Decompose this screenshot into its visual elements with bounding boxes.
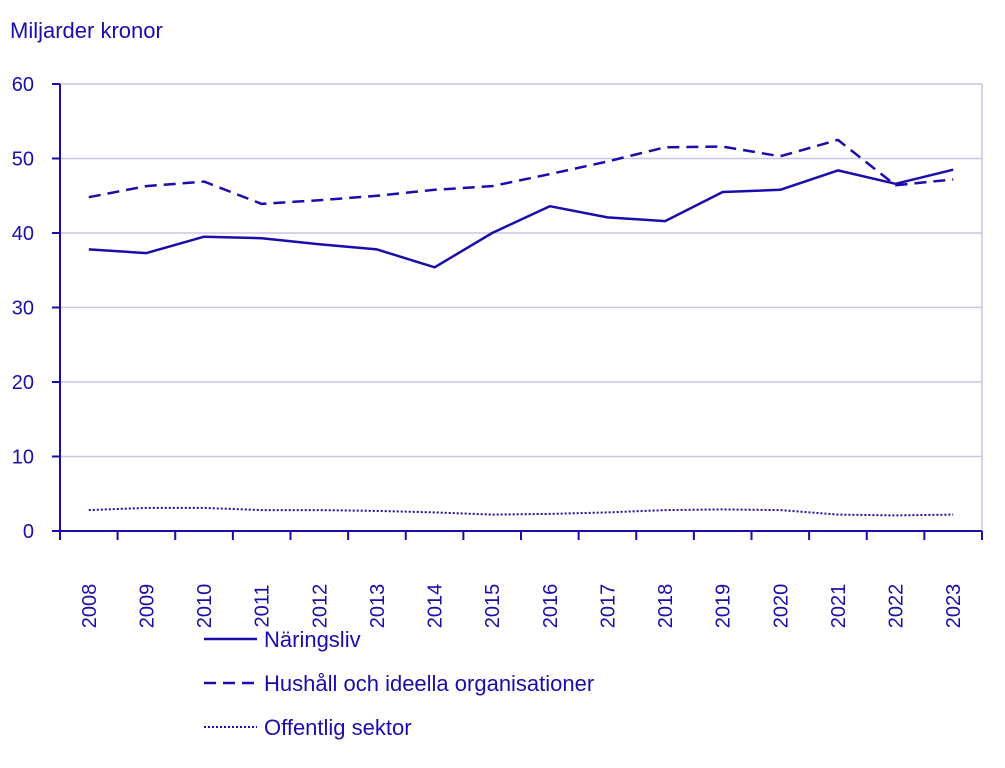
legend-label: Offentlig sektor bbox=[264, 715, 412, 740]
x-tick-label: 2017 bbox=[597, 584, 619, 629]
x-tick-label: 2016 bbox=[540, 584, 562, 629]
x-tick-label: 2008 bbox=[79, 584, 101, 629]
series-line bbox=[88, 506, 954, 517]
y-tick-label: 50 bbox=[12, 149, 34, 171]
x-tick-label: 2011 bbox=[252, 584, 274, 627]
x-tick-label: 2018 bbox=[655, 584, 677, 629]
series-line bbox=[88, 168, 954, 269]
y-axis-ticks: 0 10 20 30 40 50 60 bbox=[12, 74, 34, 543]
x-tick-label: 2015 bbox=[482, 584, 504, 629]
y-axis-label: Miljarder kronor bbox=[10, 18, 163, 43]
legend: Näringsliv Hushåll och ideella organisati… bbox=[204, 627, 594, 740]
x-tick-label: 2013 bbox=[367, 584, 389, 629]
x-axis-ticks: 2008 2009 2010 2011 2012 2013 2014 2015 2016 2017… bbox=[79, 584, 965, 629]
series-lines bbox=[88, 138, 954, 517]
x-tick-label: 2010 bbox=[194, 584, 216, 629]
series-line bbox=[88, 138, 954, 206]
x-tick-label: 2012 bbox=[309, 584, 331, 629]
x-tick-label: 2019 bbox=[713, 584, 735, 629]
x-tick-label: 2021 bbox=[828, 584, 850, 629]
x-tick-label: 2020 bbox=[770, 584, 792, 629]
axes bbox=[52, 83, 983, 540]
x-tick-label: 2022 bbox=[886, 584, 908, 629]
y-tick-label: 40 bbox=[12, 223, 34, 245]
y-tick-label: 20 bbox=[12, 372, 34, 394]
y-tick-label: 0 bbox=[23, 521, 34, 543]
y-tick-label: 60 bbox=[12, 74, 34, 96]
grid-lines bbox=[60, 83, 983, 531]
x-tick-label: 2014 bbox=[425, 584, 447, 629]
y-tick-label: 10 bbox=[12, 447, 34, 469]
legend-label: Näringsliv bbox=[264, 627, 361, 652]
legend-label: Hushåll och ideella organisationer bbox=[264, 671, 594, 696]
x-tick-label: 2023 bbox=[943, 584, 965, 629]
y-tick-label: 30 bbox=[12, 298, 34, 320]
x-tick-label: 2009 bbox=[136, 584, 158, 629]
